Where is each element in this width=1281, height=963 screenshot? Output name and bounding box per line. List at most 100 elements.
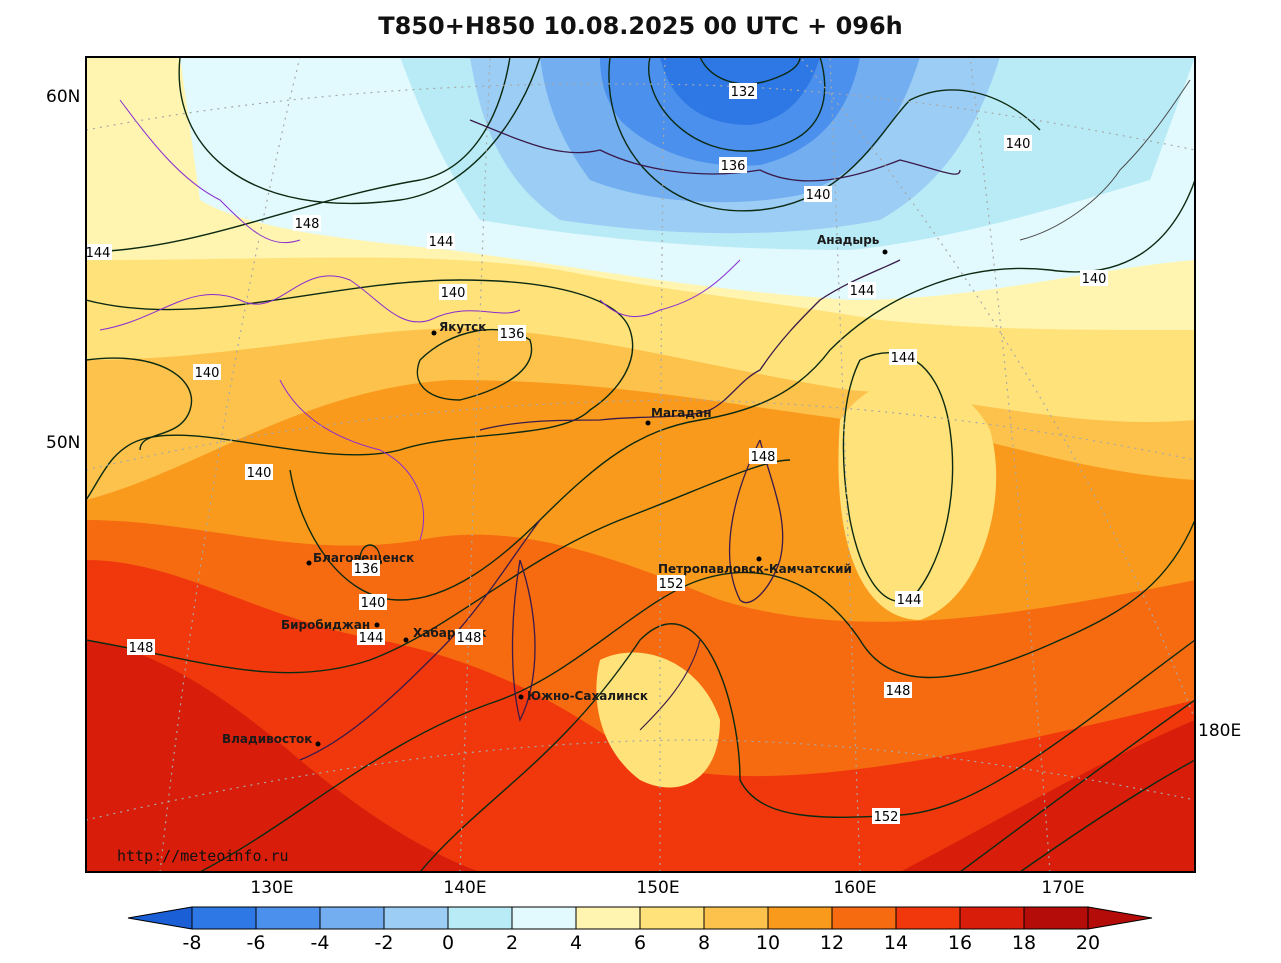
- contour-label: 148: [293, 215, 321, 232]
- colorbar-segment: [575, 906, 641, 930]
- contour-label: 136: [498, 325, 526, 342]
- contour-label: 144: [84, 244, 112, 261]
- contour-label: 140: [245, 464, 273, 481]
- graticule: [86, 57, 1195, 872]
- contour-label-text: 152: [874, 810, 899, 825]
- contour-label-text: 140: [441, 286, 466, 301]
- colorbar-segment: [959, 906, 1025, 930]
- contour-label-text: 148: [886, 684, 911, 699]
- colorbar-tick-label: 10: [756, 932, 780, 954]
- colorbar-tick-label: 20: [1076, 932, 1100, 954]
- contour-label-text: 140: [361, 596, 386, 611]
- colorbar-tick-label: 0: [442, 932, 454, 954]
- colorbar-tick-label: -2: [375, 932, 394, 954]
- contour-label: 136: [719, 157, 747, 174]
- colorbar-tick-label: 18: [1012, 932, 1036, 954]
- colorbar-tick-label: 6: [634, 932, 646, 954]
- contour-label: 140: [804, 186, 832, 203]
- coastlines-borders: [99, 79, 1191, 761]
- colorbar-tick-label: 12: [820, 932, 844, 954]
- colorbar-tick-label: -8: [183, 932, 202, 954]
- colorbar-under-arrow: [127, 906, 193, 930]
- plot-frame: [85, 56, 1196, 873]
- contour-label-text: 148: [129, 641, 154, 656]
- contour-label: 144: [889, 349, 917, 366]
- colorbar-tick-label: -6: [247, 932, 266, 954]
- colorbar-over-arrow: [1087, 906, 1153, 930]
- contour-label: 148: [749, 448, 777, 465]
- contour-label: 132: [729, 83, 757, 100]
- city-label-blagoveshchensk: Благовещенск: [313, 551, 414, 565]
- contour-label: 144: [427, 233, 455, 250]
- contour-label: 140: [439, 284, 467, 301]
- temperature-field: [86, 57, 1195, 872]
- contour-label: 140: [359, 594, 387, 611]
- city-label-magadan: Магадан: [651, 406, 712, 420]
- lat-label: 50N: [46, 433, 80, 453]
- contour-label: 152: [657, 575, 685, 592]
- contour-label-text: 148: [295, 217, 320, 232]
- city-label-petropavlovsk: Петропавловск-Камчатский: [658, 562, 852, 576]
- contour-label: 144: [848, 282, 876, 299]
- lon-label: 180E: [1198, 721, 1241, 741]
- contour-label: 148: [884, 682, 912, 699]
- colorbar-segment: [191, 906, 257, 930]
- contour-label-text: 140: [195, 366, 220, 381]
- city-label-anadyr: Анадырь: [817, 233, 880, 247]
- colorbar-segment: [639, 906, 705, 930]
- contour-label-text: 144: [891, 351, 916, 366]
- city-label-yakutsk: Якутск: [439, 320, 486, 334]
- contour-label: 136: [352, 560, 380, 577]
- city-label-yuzhno-sakhalinsk: Южно-Сахалинск: [527, 689, 648, 703]
- contour-label-text: 140: [1006, 137, 1031, 152]
- colorbar-segment: [319, 906, 385, 930]
- colorbar-segment: [447, 906, 513, 930]
- contour-label-text: 136: [721, 159, 746, 174]
- colorbar-tick-label: -4: [311, 932, 330, 954]
- colorbar-segment: [511, 906, 577, 930]
- colorbar-tick-label: 16: [948, 932, 972, 954]
- contour-label-text: 140: [806, 188, 831, 203]
- longitude-labels: 130E 140E 150E 160E 170E 180E: [250, 721, 1241, 898]
- contour-label-text: 152: [659, 577, 684, 592]
- city-markers: [306, 249, 888, 747]
- lon-label: 140E: [443, 878, 486, 898]
- height-contours: [86, 57, 1195, 872]
- lat-label: 60N: [46, 87, 80, 107]
- colorbar-segment: [767, 906, 833, 930]
- city-label-vladivostok: Владивосток: [222, 732, 312, 746]
- contour-label-text: 148: [751, 450, 776, 465]
- contour-label: 148: [455, 629, 483, 646]
- contour-label-text: 132: [731, 85, 756, 100]
- colorbar-segment: [895, 906, 961, 930]
- lon-label: 170E: [1041, 878, 1084, 898]
- contour-label-text: 148: [457, 631, 482, 646]
- contour-label: 144: [357, 629, 385, 646]
- contour-labels: 132 136 140 140 148 144 144 140 136 140 140 144 144 1…: [84, 83, 1108, 825]
- contour-label: 140: [193, 364, 221, 381]
- colorbar-tick-label: 2: [506, 932, 518, 954]
- lon-label: 150E: [636, 878, 679, 898]
- source-url: http://meteoinfo.ru: [117, 847, 289, 865]
- contour-label-text: 140: [247, 466, 272, 481]
- contour-label: 140: [1080, 270, 1108, 287]
- contour-label: 152: [872, 808, 900, 825]
- colorbar-tick-label: 4: [570, 932, 582, 954]
- contour-label-text: 140: [1082, 272, 1107, 287]
- colorbar-segment: [831, 906, 897, 930]
- latitude-labels: 60N 50N: [46, 87, 80, 453]
- lon-label: 160E: [833, 878, 876, 898]
- contour-label-text: 144: [86, 246, 111, 261]
- contour-label-text: 144: [897, 593, 922, 608]
- colorbar-tick-label: 14: [884, 932, 908, 954]
- colorbar: -8 -6 -4 -2 0 2 4 6 8 10 12 14 16 18 20: [127, 906, 1153, 954]
- contour-label-text: 144: [429, 235, 454, 250]
- colorbar-segment: [703, 906, 769, 930]
- colorbar-segment: [1023, 906, 1089, 930]
- contour-label-text: 144: [850, 284, 875, 299]
- colorbar-segment: [383, 906, 449, 930]
- lon-label: 130E: [250, 878, 293, 898]
- contour-label: 144: [895, 591, 923, 608]
- contour-label-text: 144: [359, 631, 384, 646]
